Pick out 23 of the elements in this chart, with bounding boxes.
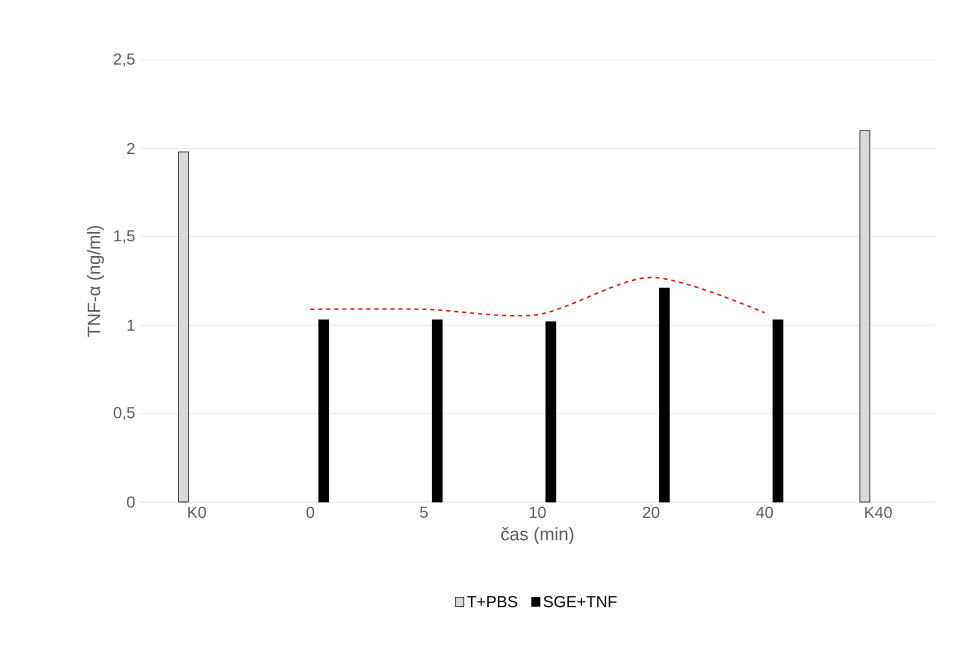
- y-tick-label: 1: [128, 320, 135, 331]
- y-tick-label: 0: [127, 496, 135, 508]
- y-axis-title: TNF-α (ng/ml): [87, 226, 104, 337]
- y-tick-label: 2,5: [114, 53, 135, 67]
- bar: [772, 320, 784, 502]
- bar: [546, 321, 556, 502]
- y-tick-label: 1,5: [114, 230, 135, 244]
- x-tick-label: 0: [306, 506, 314, 518]
- x-tick-label: K0: [188, 506, 206, 518]
- bar: [432, 320, 443, 502]
- x-tick-label: K40: [865, 506, 892, 518]
- x-tick-label: 5: [420, 506, 428, 518]
- legend-label: SGE+TNF: [544, 596, 617, 608]
- y-tick-label: 0,5: [114, 406, 135, 420]
- line-series: [310, 276, 766, 316]
- bar: [318, 320, 330, 502]
- x-tick-label: 10: [530, 506, 546, 518]
- x-axis-title: čas (min): [501, 527, 574, 544]
- bar: [659, 288, 670, 502]
- legend-label: T+PBS: [467, 596, 518, 608]
- y-tick-label: 2: [127, 142, 134, 154]
- x-tick-label: 20: [642, 506, 660, 518]
- x-tick-label: 40: [756, 506, 773, 518]
